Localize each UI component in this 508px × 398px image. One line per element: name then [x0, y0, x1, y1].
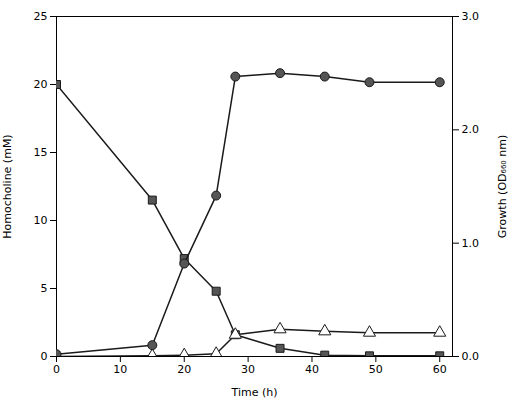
- svg-text:10: 10: [34, 214, 48, 227]
- svg-text:50: 50: [369, 363, 383, 376]
- svg-text:20: 20: [177, 363, 191, 376]
- svg-text:0.0: 0.0: [462, 350, 480, 363]
- svg-text:20: 20: [34, 78, 48, 91]
- svg-text:0: 0: [53, 363, 60, 376]
- svg-text:5: 5: [41, 282, 48, 295]
- svg-text:40: 40: [305, 363, 319, 376]
- svg-text:Homocholine (mM): Homocholine (mM): [1, 134, 14, 238]
- svg-text:1.0: 1.0: [462, 237, 480, 250]
- svg-text:2.0: 2.0: [462, 123, 480, 136]
- svg-text:3.0: 3.0: [462, 10, 480, 23]
- svg-text:60: 60: [433, 363, 447, 376]
- svg-text:0: 0: [41, 350, 48, 363]
- svg-text:25: 25: [34, 10, 48, 23]
- svg-text:15: 15: [34, 146, 48, 159]
- svg-text:10: 10: [113, 363, 127, 376]
- svg-text:30: 30: [241, 363, 255, 376]
- svg-text:Growth (OD₆₆₀ nm): Growth (OD₆₆₀ nm): [496, 135, 508, 238]
- svg-text:Time (h): Time (h): [231, 386, 278, 398]
